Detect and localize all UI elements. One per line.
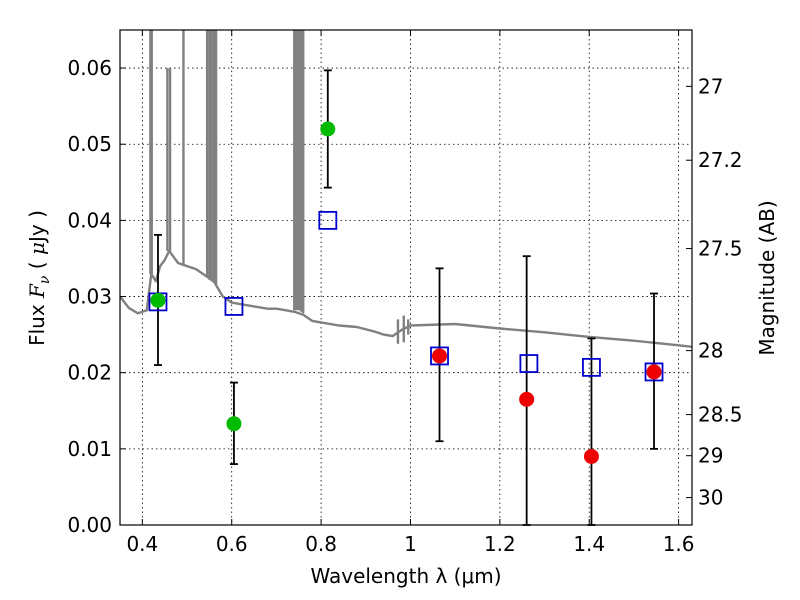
y2-axis-label: Magnitude (AB)	[755, 200, 779, 355]
y-axis-label: Flux Fν ( μJy )	[25, 210, 53, 346]
observed_green-point	[150, 292, 166, 308]
observed_red-point	[432, 348, 448, 364]
x-tick-label: 1	[404, 532, 417, 556]
data-markers	[148, 121, 664, 464]
observed_green-point	[320, 121, 336, 137]
grid-lines	[120, 30, 692, 525]
y2-tick-label: 28	[698, 339, 723, 363]
y-tick-label: 0.04	[67, 208, 112, 232]
y-tick-label: 0.00	[67, 513, 112, 537]
x-tick-label: 0.4	[126, 532, 158, 556]
tick-labels: 0.4 0.6 0.8 1 1.2 1.4 1.6 0.00 0.01 0.02 0.03 0.04 0…	[67, 56, 742, 556]
model-photometry-square	[644, 362, 664, 382]
y2-tick-label: 27	[698, 74, 723, 98]
plot-frame	[119, 29, 693, 526]
model-photometry-square	[318, 210, 338, 230]
x-tick-label: 0.6	[216, 532, 248, 556]
model-photometry-square	[519, 354, 539, 373]
axis-ticks	[120, 30, 692, 526]
y2-tick-label: 29	[698, 444, 723, 468]
observed_red-point	[519, 391, 535, 407]
y-tick-label: 0.05	[67, 132, 112, 156]
y2-tick-label: 28.5	[698, 403, 743, 427]
y-tick-label: 0.01	[67, 437, 112, 461]
observed_green-point	[226, 416, 242, 432]
y2-tick-label: 27.2	[698, 148, 743, 172]
x-tick-label: 1.6	[663, 532, 695, 556]
x-tick-label: 1.2	[484, 532, 516, 556]
y2-tick-label: 27.5	[698, 237, 743, 261]
x-tick-label: 0.8	[305, 532, 337, 556]
model-template-layer	[120, 30, 692, 348]
model-template-line	[120, 249, 692, 348]
y-tick-label: 0.03	[67, 285, 112, 309]
model-photometry-square	[430, 346, 449, 366]
observed_red-point	[646, 364, 662, 380]
x-axis-label: Wavelength λ (μm)	[310, 564, 501, 588]
model-photometry-square	[224, 297, 244, 316]
x-tick-label: 1.4	[573, 532, 605, 556]
y2-tick-label: 30	[698, 486, 723, 510]
y-tick-label: 0.02	[67, 361, 112, 385]
observed_red-point	[583, 448, 599, 464]
y-tick-label: 0.06	[67, 56, 112, 80]
model-photometry-square	[582, 357, 601, 377]
